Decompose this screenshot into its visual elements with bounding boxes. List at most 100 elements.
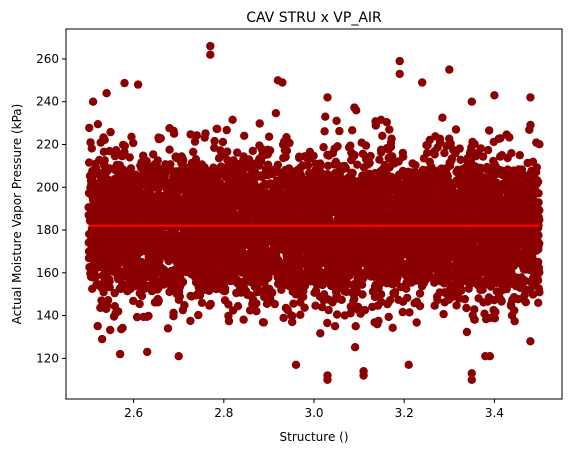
data-point	[149, 150, 158, 159]
data-point	[456, 155, 465, 164]
data-point	[470, 305, 479, 314]
data-point	[384, 312, 393, 322]
data-point	[165, 145, 174, 154]
data-point	[191, 155, 201, 164]
data-point	[518, 294, 527, 303]
data-point	[430, 150, 439, 159]
data-point	[526, 120, 535, 130]
data-point	[476, 144, 485, 153]
data-point	[194, 310, 203, 320]
data-point	[368, 302, 377, 312]
data-point	[495, 188, 504, 197]
data-point	[506, 301, 516, 311]
data-point	[502, 284, 511, 294]
data-point	[462, 303, 471, 313]
data-point	[288, 287, 297, 296]
data-point	[252, 307, 261, 316]
data-point	[288, 317, 297, 327]
data-point	[218, 137, 228, 147]
data-point	[153, 285, 162, 294]
data-point	[471, 149, 480, 158]
data-point	[233, 148, 242, 157]
data-point	[244, 155, 254, 164]
data-point	[350, 343, 360, 352]
data-point	[350, 103, 359, 112]
data-point	[125, 153, 134, 162]
data-point	[366, 151, 375, 161]
data-point	[240, 131, 249, 140]
data-point	[236, 288, 246, 297]
data-point	[296, 170, 305, 179]
data-point	[388, 323, 397, 332]
data-point	[189, 147, 198, 157]
data-point	[483, 145, 493, 155]
data-point	[485, 126, 494, 135]
data-point	[440, 148, 449, 158]
data-point	[384, 145, 393, 154]
data-point	[109, 312, 119, 321]
data-point	[222, 125, 231, 135]
data-point	[120, 141, 129, 151]
data-point	[386, 138, 396, 147]
data-point	[490, 296, 499, 305]
data-point	[283, 306, 292, 315]
data-point	[376, 115, 386, 125]
data-point	[200, 133, 209, 142]
data-point	[332, 116, 341, 126]
data-point	[480, 309, 489, 318]
data-point	[85, 123, 94, 133]
data-point	[210, 136, 219, 146]
data-point	[505, 133, 514, 142]
data-point	[510, 317, 519, 326]
data-point	[467, 143, 476, 152]
data-point	[435, 288, 444, 297]
data-point	[351, 322, 360, 331]
data-point	[129, 138, 138, 148]
data-point	[473, 281, 483, 290]
data-point	[497, 297, 506, 306]
data-point	[452, 301, 461, 310]
data-point	[438, 113, 447, 122]
data-point	[85, 263, 94, 272]
data-point	[84, 253, 94, 263]
data-point	[464, 155, 474, 165]
data-point	[412, 297, 422, 306]
data-point	[462, 199, 471, 208]
data-point	[212, 124, 221, 134]
data-point	[229, 306, 238, 315]
data-point	[375, 155, 384, 164]
data-point	[408, 159, 417, 168]
data-point	[319, 143, 328, 152]
data-point	[385, 163, 394, 172]
data-point	[496, 152, 505, 161]
data-point	[106, 325, 115, 335]
data-point	[180, 301, 189, 310]
data-point	[316, 329, 325, 338]
data-point	[265, 284, 274, 294]
data-point	[260, 148, 269, 157]
data-point	[271, 109, 281, 118]
data-point	[248, 299, 257, 309]
data-point	[398, 297, 408, 306]
data-point	[347, 156, 356, 165]
data-point	[205, 301, 214, 310]
data-point	[299, 292, 308, 301]
data-point	[126, 164, 136, 173]
data-point	[534, 231, 543, 240]
data-point	[132, 312, 142, 322]
data-point	[390, 289, 399, 298]
data-point	[488, 313, 498, 322]
data-point	[388, 152, 397, 161]
data-point	[289, 299, 298, 308]
data-point	[84, 158, 94, 167]
data-point	[139, 151, 148, 160]
data-point	[455, 144, 464, 153]
data-point	[454, 288, 464, 297]
data-point	[118, 150, 127, 159]
data-point	[335, 126, 344, 136]
data-point	[252, 288, 262, 297]
data-point	[447, 154, 457, 163]
data-point	[303, 154, 312, 163]
data-point	[353, 160, 362, 169]
data-point	[378, 131, 387, 140]
